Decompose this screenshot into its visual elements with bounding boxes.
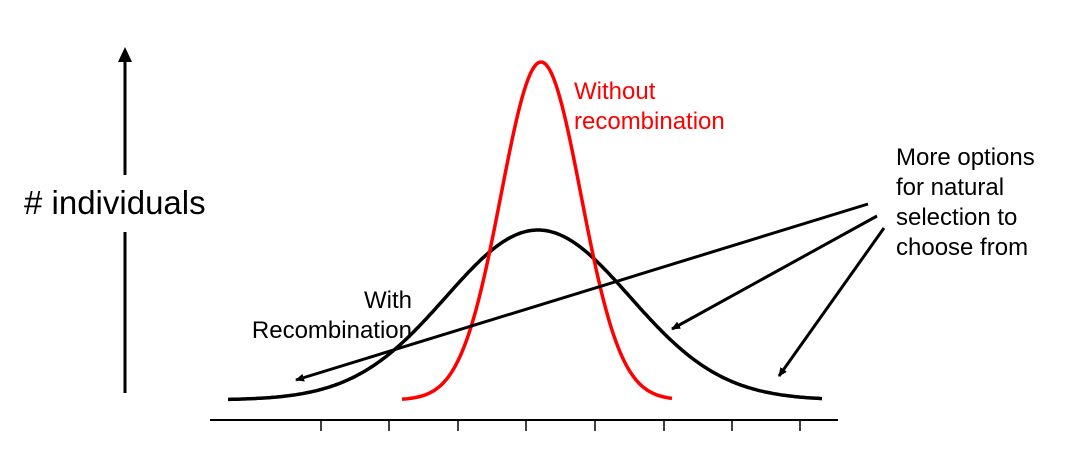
- without-recombination-label-line: recombination: [574, 108, 725, 135]
- annotation-line: choose from: [896, 234, 1029, 261]
- pointer-line-right: [777, 227, 886, 377]
- more-options-annotation: More options for natural selection to ch…: [896, 143, 1035, 263]
- with-recombination-curve: [228, 228, 823, 402]
- without-recombination-label: Without recombination: [574, 77, 725, 137]
- annotation-line: selection to: [896, 204, 1018, 231]
- with-recombination-label-line: With: [364, 287, 412, 314]
- x-axis-ticks: [320, 420, 801, 431]
- with-recombination-label: With Recombination: [230, 286, 412, 346]
- without-recombination-label-line: Without: [574, 78, 656, 105]
- pointer-line-middle: [671, 214, 878, 331]
- with-recombination-label-line: Recombination: [251, 317, 412, 344]
- y-axis-label: # individuals: [24, 184, 206, 221]
- pointer-line-left: [295, 202, 869, 382]
- annotation-line: More options: [896, 144, 1035, 171]
- annotation-line: for natural: [896, 174, 1005, 201]
- without-recombination-curve: [401, 60, 673, 401]
- y-axis-arrowhead: [118, 47, 132, 62]
